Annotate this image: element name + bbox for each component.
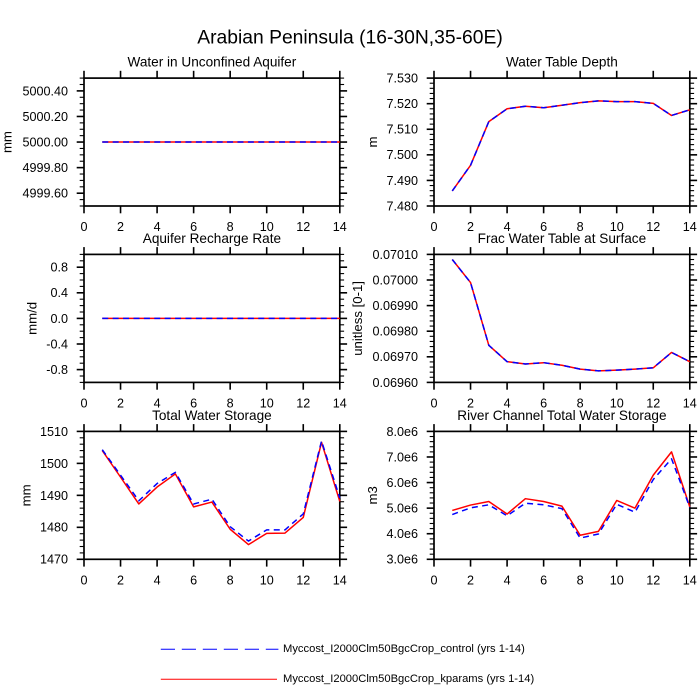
svg-text:mm: mm: [0, 131, 15, 153]
svg-text:6: 6: [540, 574, 547, 588]
svg-text:4: 4: [154, 220, 161, 234]
svg-text:5000.00: 5000.00: [22, 135, 68, 149]
svg-text:2: 2: [117, 574, 124, 588]
svg-text:m3: m3: [365, 486, 380, 504]
svg-text:12: 12: [296, 397, 310, 411]
svg-text:10: 10: [610, 574, 624, 588]
svg-text:7.500: 7.500: [386, 148, 418, 162]
svg-text:10: 10: [260, 397, 274, 411]
svg-text:10: 10: [610, 397, 624, 411]
svg-text:5000.20: 5000.20: [22, 110, 68, 124]
svg-text:2: 2: [467, 397, 474, 411]
svg-text:10: 10: [260, 574, 274, 588]
svg-text:4: 4: [154, 397, 161, 411]
svg-text:1510: 1510: [40, 425, 68, 439]
svg-text:1500: 1500: [40, 457, 68, 471]
svg-text:12: 12: [296, 574, 310, 588]
svg-text:4999.80: 4999.80: [22, 161, 68, 175]
svg-text:12: 12: [646, 397, 660, 411]
svg-text:12: 12: [646, 220, 660, 234]
svg-text:6.0e6: 6.0e6: [386, 476, 418, 490]
svg-text:Water Table Depth: Water Table Depth: [506, 55, 618, 70]
svg-text:0.07000: 0.07000: [372, 273, 418, 287]
svg-text:1470: 1470: [40, 553, 68, 567]
svg-text:Myccost_I2000Clm50BgcCrop_kpar: Myccost_I2000Clm50BgcCrop_kparams (yrs 1…: [283, 673, 534, 685]
svg-text:4: 4: [504, 574, 511, 588]
svg-text:14: 14: [683, 220, 697, 234]
svg-text:0: 0: [430, 220, 437, 234]
svg-text:12: 12: [646, 574, 660, 588]
svg-text:0.8: 0.8: [50, 261, 68, 275]
svg-text:-0.8: -0.8: [46, 363, 68, 377]
svg-text:-0.4: -0.4: [46, 337, 68, 351]
svg-text:1480: 1480: [40, 521, 68, 535]
svg-text:14: 14: [333, 397, 347, 411]
svg-text:5.0e6: 5.0e6: [386, 502, 418, 516]
svg-text:8: 8: [227, 574, 234, 588]
svg-text:12: 12: [296, 220, 310, 234]
svg-text:6: 6: [190, 220, 197, 234]
svg-text:7.490: 7.490: [386, 174, 418, 188]
svg-text:Myccost_I2000Clm50BgcCrop_cont: Myccost_I2000Clm50BgcCrop_control (yrs 1…: [283, 643, 525, 655]
svg-text:0.0: 0.0: [50, 312, 68, 326]
svg-text:4: 4: [504, 220, 511, 234]
svg-text:7.530: 7.530: [386, 72, 418, 86]
svg-text:unitless [0-1]: unitless [0-1]: [350, 281, 365, 356]
svg-text:4.0e6: 4.0e6: [386, 527, 418, 541]
svg-text:4: 4: [154, 574, 161, 588]
svg-text:4999.60: 4999.60: [22, 187, 68, 201]
svg-text:8: 8: [577, 574, 584, 588]
svg-text:6: 6: [540, 220, 547, 234]
svg-text:mm: mm: [18, 484, 33, 506]
svg-text:2: 2: [467, 220, 474, 234]
svg-text:6: 6: [540, 397, 547, 411]
svg-text:Water in Unconfined Aquifer: Water in Unconfined Aquifer: [128, 55, 297, 70]
svg-text:Total Water Storage: Total Water Storage: [152, 408, 272, 423]
svg-text:7.0e6: 7.0e6: [386, 450, 418, 464]
svg-text:2: 2: [117, 397, 124, 411]
svg-text:14: 14: [683, 574, 697, 588]
svg-text:3.0e6: 3.0e6: [386, 553, 418, 567]
svg-text:10: 10: [260, 220, 274, 234]
svg-text:8: 8: [577, 220, 584, 234]
svg-text:7.510: 7.510: [386, 123, 418, 137]
svg-text:0: 0: [80, 220, 87, 234]
svg-text:14: 14: [333, 574, 347, 588]
svg-text:2: 2: [117, 220, 124, 234]
svg-text:0.06990: 0.06990: [372, 299, 418, 313]
svg-text:0: 0: [430, 574, 437, 588]
svg-text:8.0e6: 8.0e6: [386, 425, 418, 439]
svg-text:8: 8: [227, 220, 234, 234]
svg-text:8: 8: [227, 397, 234, 411]
svg-text:7.480: 7.480: [386, 199, 418, 213]
svg-text:0.07010: 0.07010: [372, 248, 418, 262]
svg-text:Arabian Peninsula (16-30N,35-6: Arabian Peninsula (16-30N,35-60E): [197, 28, 502, 49]
svg-text:0.06960: 0.06960: [372, 376, 418, 390]
svg-text:m: m: [365, 137, 380, 148]
svg-text:2: 2: [467, 574, 474, 588]
svg-text:0.4: 0.4: [50, 286, 68, 300]
svg-text:0: 0: [80, 574, 87, 588]
svg-text:7.520: 7.520: [386, 97, 418, 111]
svg-text:0: 0: [80, 397, 87, 411]
svg-text:8: 8: [577, 397, 584, 411]
svg-text:5000.40: 5000.40: [22, 84, 68, 98]
svg-text:mm/d: mm/d: [25, 302, 40, 335]
svg-text:6: 6: [190, 397, 197, 411]
svg-text:1490: 1490: [40, 489, 68, 503]
svg-text:Aquifer Recharge Rate: Aquifer Recharge Rate: [143, 231, 281, 246]
svg-text:0.06980: 0.06980: [372, 325, 418, 339]
svg-text:4: 4: [504, 397, 511, 411]
svg-text:River Channel Total Water Stor: River Channel Total Water Storage: [457, 408, 666, 423]
svg-text:6: 6: [190, 574, 197, 588]
svg-text:14: 14: [683, 397, 697, 411]
svg-text:10: 10: [610, 220, 624, 234]
svg-text:14: 14: [333, 220, 347, 234]
svg-text:0: 0: [430, 397, 437, 411]
svg-text:Frac Water Table at Surface: Frac Water Table at Surface: [478, 231, 646, 246]
svg-text:0.06970: 0.06970: [372, 350, 418, 364]
